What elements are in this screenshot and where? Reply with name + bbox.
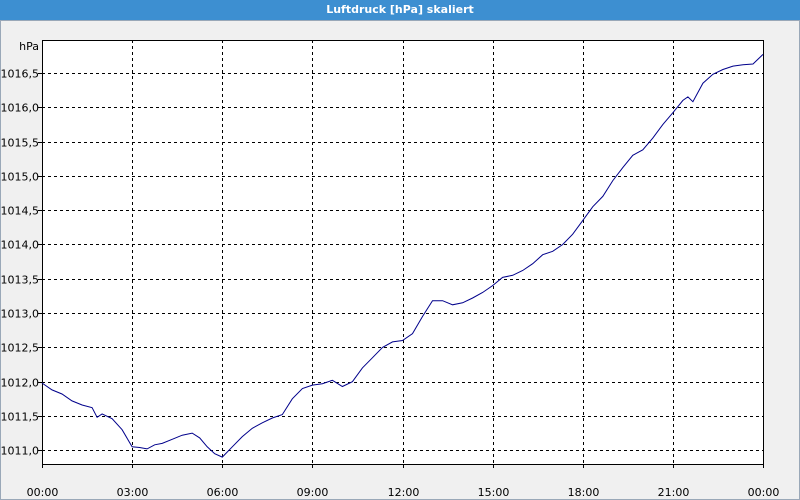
y-tick-label: 1015,5 — [1, 137, 39, 150]
x-tick-time: 12:00 — [388, 486, 420, 499]
grid-lines — [42, 40, 763, 464]
y-axis-label: hPa — [19, 40, 39, 53]
y-tick-label: 1013,5 — [1, 274, 39, 287]
x-tick-time: 06:00 — [207, 486, 239, 499]
y-tick-label: 1016,5 — [1, 68, 39, 81]
chart-window-title: Luftdruck [hPa] skaliert — [0, 0, 800, 20]
y-tick-label: 1011,0 — [1, 445, 39, 458]
x-tick-time: 09:00 — [297, 486, 329, 499]
pressure-chart: 1011,0 1011,5 1012,0 1012,5 1013,0 1013,5 1014… — [1, 40, 780, 499]
y-tick-label: 1011,5 — [1, 411, 39, 424]
y-tick-label: 1012,0 — [1, 377, 39, 390]
x-tick-time: 18:00 — [568, 486, 600, 499]
x-axis: 00:0005.10.1303:0005.10.1306:0005.10.130… — [27, 464, 780, 499]
y-tick-label: 1014,5 — [1, 205, 39, 218]
y-tick-label: 1015,0 — [1, 171, 39, 184]
y-tick-label: 1016,0 — [1, 102, 39, 115]
y-tick-label: 1014,0 — [1, 239, 39, 252]
pressure-line — [41, 54, 764, 458]
x-tick-time: 00:00 — [27, 486, 59, 499]
y-tick-label: 1013,0 — [1, 308, 39, 321]
x-tick-time: 21:00 — [658, 486, 690, 499]
chart-panel: 1011,0 1011,5 1012,0 1012,5 1013,0 1013,5 1014… — [0, 20, 800, 500]
x-tick-time: 03:00 — [117, 486, 149, 499]
y-tick-label: 1012,5 — [1, 342, 39, 355]
y-axis: 1011,0 1011,5 1012,0 1012,5 1013,0 1013,5 1014… — [1, 68, 42, 458]
x-tick-time: 00:00 — [748, 486, 780, 499]
pressure-series — [41, 54, 764, 458]
x-tick-time: 15:00 — [478, 486, 510, 499]
